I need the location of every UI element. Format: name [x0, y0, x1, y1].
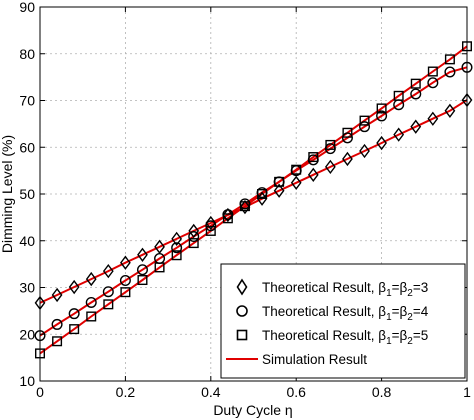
- y-tick-label: 10: [19, 373, 35, 389]
- circle-marker: [119, 274, 131, 286]
- square-marker: [376, 103, 387, 114]
- square-marker: [69, 324, 80, 335]
- diamond-marker: [307, 167, 319, 182]
- square-marker: [120, 287, 131, 298]
- diamond-marker: [222, 207, 234, 223]
- y-tick-label: 20: [19, 326, 35, 342]
- square-marker: [154, 262, 165, 273]
- diamond-marker: [205, 215, 217, 231]
- y-tick-label: 30: [19, 280, 35, 296]
- x-axis-label: Duty Cycle η: [213, 402, 292, 418]
- diamond-marker: [51, 287, 63, 303]
- diamond-marker: [171, 231, 183, 247]
- square-marker: [325, 139, 336, 150]
- diamond-marker: [324, 159, 336, 175]
- circle-marker: [136, 264, 148, 276]
- tick-labels: 0 0.2 0.4 0.6 0.8 1 10 20 30 40 50 60 70 80 90: [19, 0, 471, 400]
- square-marker: [444, 54, 455, 65]
- diamond-marker: [393, 127, 405, 142]
- x-tick-label: 1: [463, 384, 471, 400]
- diamond-marker: [120, 255, 131, 270]
- circle-marker: [205, 220, 217, 232]
- diamond-marker: [68, 279, 80, 295]
- diamond-marker: [427, 111, 439, 126]
- circle-marker: [427, 77, 439, 89]
- diamond-marker: [102, 263, 114, 279]
- y-tick-label: 50: [19, 186, 35, 202]
- circle-marker: [188, 231, 200, 243]
- legend-square-marker: [236, 329, 248, 341]
- legend-label-beta-4: Theoretical Result, β1=β2=4: [262, 304, 429, 323]
- y-tick-label: 80: [19, 46, 35, 62]
- y-tick-label: 40: [19, 233, 35, 249]
- legend-diamond-marker: [236, 278, 248, 296]
- square-marker: [291, 164, 302, 175]
- circle-marker: [102, 286, 114, 298]
- legend-label-simulation: Simulation Result: [262, 352, 367, 367]
- square-marker: [171, 250, 182, 261]
- legend-circle-marker: [236, 305, 248, 317]
- legend-entry-simulation: Simulation Result: [226, 352, 367, 367]
- x-tick-label: 0.4: [201, 384, 221, 400]
- square-marker: [86, 311, 97, 322]
- legend-label-beta-5: Theoretical Result, β1=β2=5: [262, 328, 428, 347]
- legend-entry-beta-4: Theoretical Result, β1=β2=4: [236, 304, 429, 323]
- square-marker: [188, 238, 199, 249]
- square-marker: [393, 90, 404, 101]
- diamond-marker: [137, 247, 148, 262]
- square-marker: [308, 152, 319, 163]
- x-tick-label: 0.8: [372, 384, 392, 400]
- diamond-marker: [154, 239, 165, 254]
- square-marker: [239, 201, 250, 212]
- circle-marker: [410, 88, 422, 100]
- circle-marker: [51, 318, 63, 330]
- diamond-marker: [188, 223, 200, 239]
- circle-marker: [444, 66, 456, 78]
- diamond-marker: [273, 183, 285, 198]
- y-tick-label: 90: [19, 0, 35, 15]
- axis-ticks: [39, 6, 468, 382]
- legend-entry-beta-5: Theoretical Result, β1=β2=5: [236, 328, 428, 347]
- x-tick-label: 0: [36, 384, 44, 400]
- square-marker: [257, 188, 268, 199]
- circle-marker: [376, 110, 388, 122]
- square-marker: [359, 115, 370, 126]
- diamond-marker: [342, 151, 353, 167]
- square-marker: [137, 275, 148, 286]
- x-tick-label: 0.2: [116, 384, 136, 400]
- diamond-marker: [410, 119, 422, 134]
- legend: Theoretical Result, β1=β2=3 Theoretical …: [220, 263, 466, 379]
- circle-marker: [341, 132, 353, 144]
- y-tick-label: 70: [19, 93, 35, 109]
- square-marker: [205, 225, 216, 236]
- circle-marker: [359, 121, 371, 133]
- square-marker: [342, 127, 353, 138]
- square-marker: [274, 176, 285, 187]
- legend-entry-beta-3: Theoretical Result, β1=β2=3: [236, 278, 428, 299]
- square-marker: [427, 66, 438, 77]
- diamond-marker: [239, 199, 251, 215]
- simulation-line-circle: [39, 66, 468, 337]
- circle-marker: [171, 242, 183, 254]
- diamond-marker: [444, 103, 456, 118]
- x-tick-label: 0.6: [286, 384, 306, 400]
- simulation-line-square: [39, 45, 468, 355]
- square-marker: [410, 78, 421, 89]
- y-axis-label: Dimming Level (%): [0, 135, 15, 253]
- y-tick-label: 60: [19, 139, 35, 155]
- square-marker: [52, 336, 63, 347]
- diamond-marker: [290, 175, 302, 190]
- square-marker: [222, 213, 233, 224]
- circle-marker: [68, 308, 80, 320]
- legend-label-beta-3: Theoretical Result, β1=β2=3: [262, 280, 428, 299]
- circle-marker: [85, 296, 97, 308]
- diamond-marker: [359, 143, 370, 159]
- diamond-marker: [85, 271, 97, 287]
- diamond-marker: [376, 135, 387, 151]
- legend-box: [220, 263, 466, 379]
- square-marker: [103, 299, 114, 310]
